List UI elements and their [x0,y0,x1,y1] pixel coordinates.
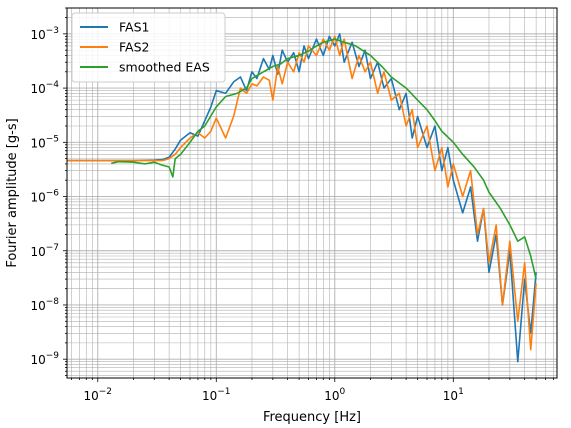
y-tick-label: 10−6 [30,189,59,205]
series-line-3 [111,38,537,280]
series-line-2 [67,35,537,351]
legend-label-3: smoothed EAS [119,60,210,75]
axis-ticks [63,7,554,382]
x-tick-label: 101 [443,387,464,403]
y-tick-label: 10−7 [30,243,59,259]
x-tick-label: 100 [324,387,345,403]
y-tick-label: 10−8 [30,297,59,313]
axis-tick-labels: 10−2 10−1 100 101 10−9 10−8 10−7 10−6 10−5 10−4 10… [30,26,463,403]
legend-box [71,12,226,83]
series-lines [67,33,537,363]
legend: FAS1 FAS2 smoothed EAS [71,12,226,83]
legend-label-1: FAS1 [119,20,149,35]
series-line-1 [67,33,537,363]
legend-label-2: FAS2 [119,40,149,55]
y-tick-label: 10−4 [30,80,59,96]
x-axis-label: Frequency [Hz] [263,410,361,425]
x-tick-label: 10−2 [83,387,112,403]
y-axis-label: Fourier amplitude [g-s] [5,118,20,267]
y-tick-label: 10−5 [30,134,59,150]
y-tick-label: 10−9 [30,351,59,367]
plot-frame [66,7,558,379]
y-tick-label: 10−3 [30,26,59,42]
x-tick-label: 10−1 [202,387,231,403]
